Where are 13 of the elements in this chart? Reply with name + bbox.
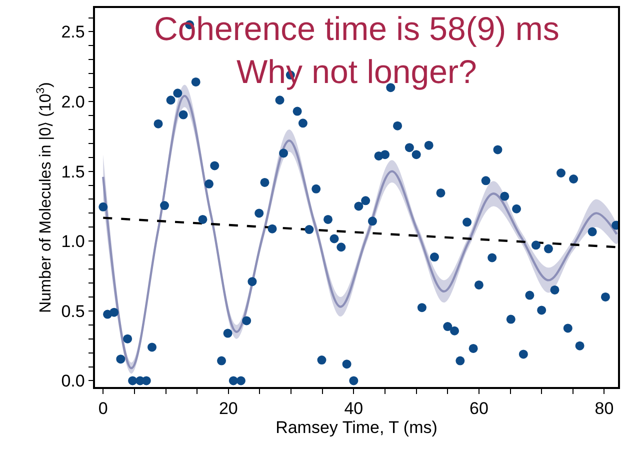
x-tick-label: 40 — [344, 399, 364, 418]
x-axis-title: Ramsey Time, T (ms) — [276, 418, 438, 438]
x-tick-label: 20 — [218, 399, 238, 418]
y-tick-label: 2.5 — [61, 22, 85, 42]
y-tick-label: 2.0 — [61, 92, 85, 112]
annotation: Coherence time is 58(9) ms Why not longer? — [154, 10, 560, 90]
x-tick-label: 0 — [98, 399, 108, 418]
y-tick-label: 1.0 — [61, 232, 85, 252]
x-tick-label: 60 — [469, 399, 488, 418]
y-tick-label: 1.5 — [61, 162, 85, 182]
y-tick-label: 0.5 — [61, 302, 85, 321]
y-tick-label: 0.0 — [61, 372, 85, 391]
x-tick-label: 80 — [594, 399, 614, 418]
